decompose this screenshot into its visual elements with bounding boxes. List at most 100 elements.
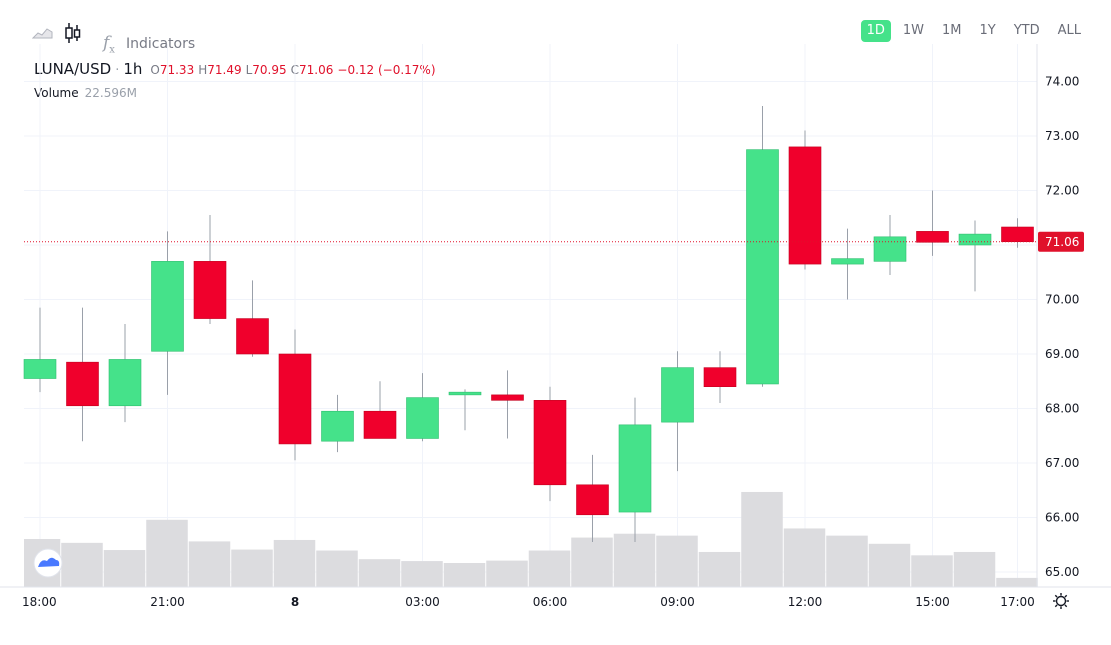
- range-1m-button[interactable]: 1M: [941, 23, 962, 38]
- price-tick-label: 67.00: [1045, 456, 1079, 470]
- volume-bar: [486, 560, 528, 587]
- candle: [448, 389, 482, 431]
- time-tick-label: 06:00: [533, 595, 568, 609]
- high-value: 71.49: [207, 63, 242, 77]
- time-tick-label: 18:00: [22, 595, 57, 609]
- candle-body: [533, 400, 567, 486]
- candle: [788, 130, 822, 270]
- tradingview-cloud-logo[interactable]: [33, 548, 63, 578]
- price-tick-label: 65.00: [1045, 565, 1079, 579]
- timeframe-label[interactable]: 1h: [123, 60, 143, 78]
- candle-body: [236, 318, 269, 355]
- time-tick-label: 15:00: [915, 595, 950, 609]
- candle-body: [23, 359, 57, 379]
- candle-body: [788, 146, 822, 265]
- candles: [23, 106, 1034, 543]
- candlestick-icon[interactable]: [64, 22, 82, 44]
- range-1d-button[interactable]: 1D: [860, 20, 891, 42]
- volume-bar: [953, 551, 996, 587]
- time-tick-label: 17:00: [1000, 595, 1035, 609]
- fx-icon[interactable]: fx: [103, 33, 115, 56]
- chart-toolbar: fx Indicators: [0, 12, 1111, 56]
- range-1y-button[interactable]: 1Y: [979, 23, 996, 38]
- candle-body: [151, 261, 184, 352]
- volume-bar: [443, 563, 486, 587]
- ohlc-legend: LUNA/USD·1hO71.33H71.49L70.95C71.06−0.12…: [34, 60, 440, 78]
- low-value: 70.95: [252, 63, 287, 77]
- last-price-text: 71.06: [1045, 235, 1079, 249]
- close-value: 71.06: [299, 63, 334, 77]
- candle: [151, 231, 184, 395]
- candle-body: [448, 391, 482, 396]
- price-tick-label: 73.00: [1045, 129, 1079, 143]
- volume-bar: [741, 491, 783, 587]
- volume-bar: [358, 559, 401, 587]
- volume-legend: Volume 22.596M: [34, 86, 137, 100]
- candle-body: [746, 149, 779, 385]
- time-tick-label: 09:00: [660, 595, 695, 609]
- range-1w-button[interactable]: 1W: [902, 23, 924, 38]
- candle: [831, 228, 864, 300]
- time-tick-label: 03:00: [405, 595, 440, 609]
- settings-icon[interactable]: [1053, 593, 1069, 609]
- symbol-name[interactable]: LUNA/USD: [34, 60, 112, 78]
- volume-bar: [146, 519, 188, 587]
- candle-body: [703, 367, 737, 388]
- volume-bar: [273, 539, 316, 587]
- candle: [873, 215, 907, 275]
- volume-bar: [826, 535, 868, 587]
- candle-body: [958, 233, 992, 246]
- low-label: L: [245, 63, 253, 77]
- price-tick-label: 69.00: [1045, 347, 1079, 361]
- candle: [958, 220, 992, 292]
- volume-bar: [401, 561, 443, 587]
- candle-body: [873, 236, 907, 262]
- high-label: H: [198, 63, 208, 77]
- volume-bar: [571, 537, 613, 587]
- volume-bar: [911, 555, 953, 587]
- volume-bar: [783, 528, 826, 587]
- time-axis[interactable]: 18:00 21:00 8 03:00 06:00 09:00 12:00 15:00 17:0…: [0, 586, 1111, 609]
- volume-bar: [316, 550, 358, 587]
- candle: [576, 454, 609, 543]
- candle-body: [363, 410, 397, 439]
- volume-bar: [103, 550, 146, 587]
- candle-body: [108, 359, 142, 407]
- candle: [1001, 218, 1034, 248]
- volume-bar: [188, 541, 231, 587]
- volume-label: Volume: [34, 86, 79, 100]
- candle: [491, 370, 524, 439]
- price-tick-label: 70.00: [1045, 293, 1079, 307]
- range-ytd-button[interactable]: YTD: [1013, 23, 1040, 38]
- candle-body: [831, 258, 864, 265]
- area-chart-icon[interactable]: [32, 24, 54, 40]
- candle: [108, 324, 142, 423]
- volume-value: 22.596M: [84, 86, 137, 100]
- candle: [703, 351, 737, 404]
- price-tick-label: 66.00: [1045, 511, 1079, 525]
- price-tick-label: 68.00: [1045, 402, 1079, 416]
- range-all-button[interactable]: ALL: [1057, 23, 1081, 38]
- last-price-badge: [1038, 231, 1084, 252]
- candle: [661, 351, 694, 472]
- time-tick-label: 12:00: [788, 595, 823, 609]
- indicators-button[interactable]: Indicators: [126, 36, 196, 52]
- volume-bars: [24, 491, 1038, 587]
- volume-bar: [61, 542, 103, 587]
- candle-body: [491, 394, 524, 401]
- volume-bar: [698, 551, 741, 587]
- candle-body: [576, 484, 609, 516]
- candle: [406, 373, 439, 442]
- candle: [278, 329, 312, 461]
- last-price-label: 71.06: [1038, 231, 1084, 252]
- candle: [533, 386, 567, 502]
- candle-body: [66, 361, 99, 407]
- volume-bar: [656, 535, 698, 587]
- volume-bar: [528, 550, 571, 587]
- candle-body: [661, 367, 694, 423]
- candle: [363, 381, 397, 439]
- price-axis[interactable]: 74.0073.0072.0071.0070.0069.0068.0067.00…: [1036, 44, 1084, 587]
- volume-bar: [996, 577, 1038, 587]
- candle-body: [916, 231, 949, 243]
